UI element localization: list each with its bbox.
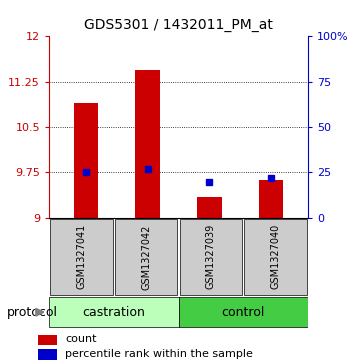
Bar [38,349,57,360]
Text: protocol: protocol [7,306,58,319]
Bar [259,180,284,218]
Bar [135,70,160,218]
Text: castration: castration [82,306,145,319]
Text: GSM1327039: GSM1327039 [206,224,216,289]
Bar [197,197,222,218]
FancyBboxPatch shape [115,219,177,295]
FancyBboxPatch shape [50,219,112,295]
Text: GSM1327040: GSM1327040 [271,224,281,289]
FancyBboxPatch shape [49,298,178,327]
FancyBboxPatch shape [178,298,308,327]
Text: percentile rank within the sample: percentile rank within the sample [65,349,253,359]
Bar [74,103,98,218]
FancyBboxPatch shape [180,219,242,295]
Bar [38,335,57,345]
Text: GSM1327042: GSM1327042 [141,224,151,290]
Text: control: control [222,306,265,319]
Title: GDS5301 / 1432011_PM_at: GDS5301 / 1432011_PM_at [84,19,273,33]
Text: count: count [65,334,97,344]
FancyBboxPatch shape [245,219,307,295]
Text: GSM1327041: GSM1327041 [76,224,86,289]
